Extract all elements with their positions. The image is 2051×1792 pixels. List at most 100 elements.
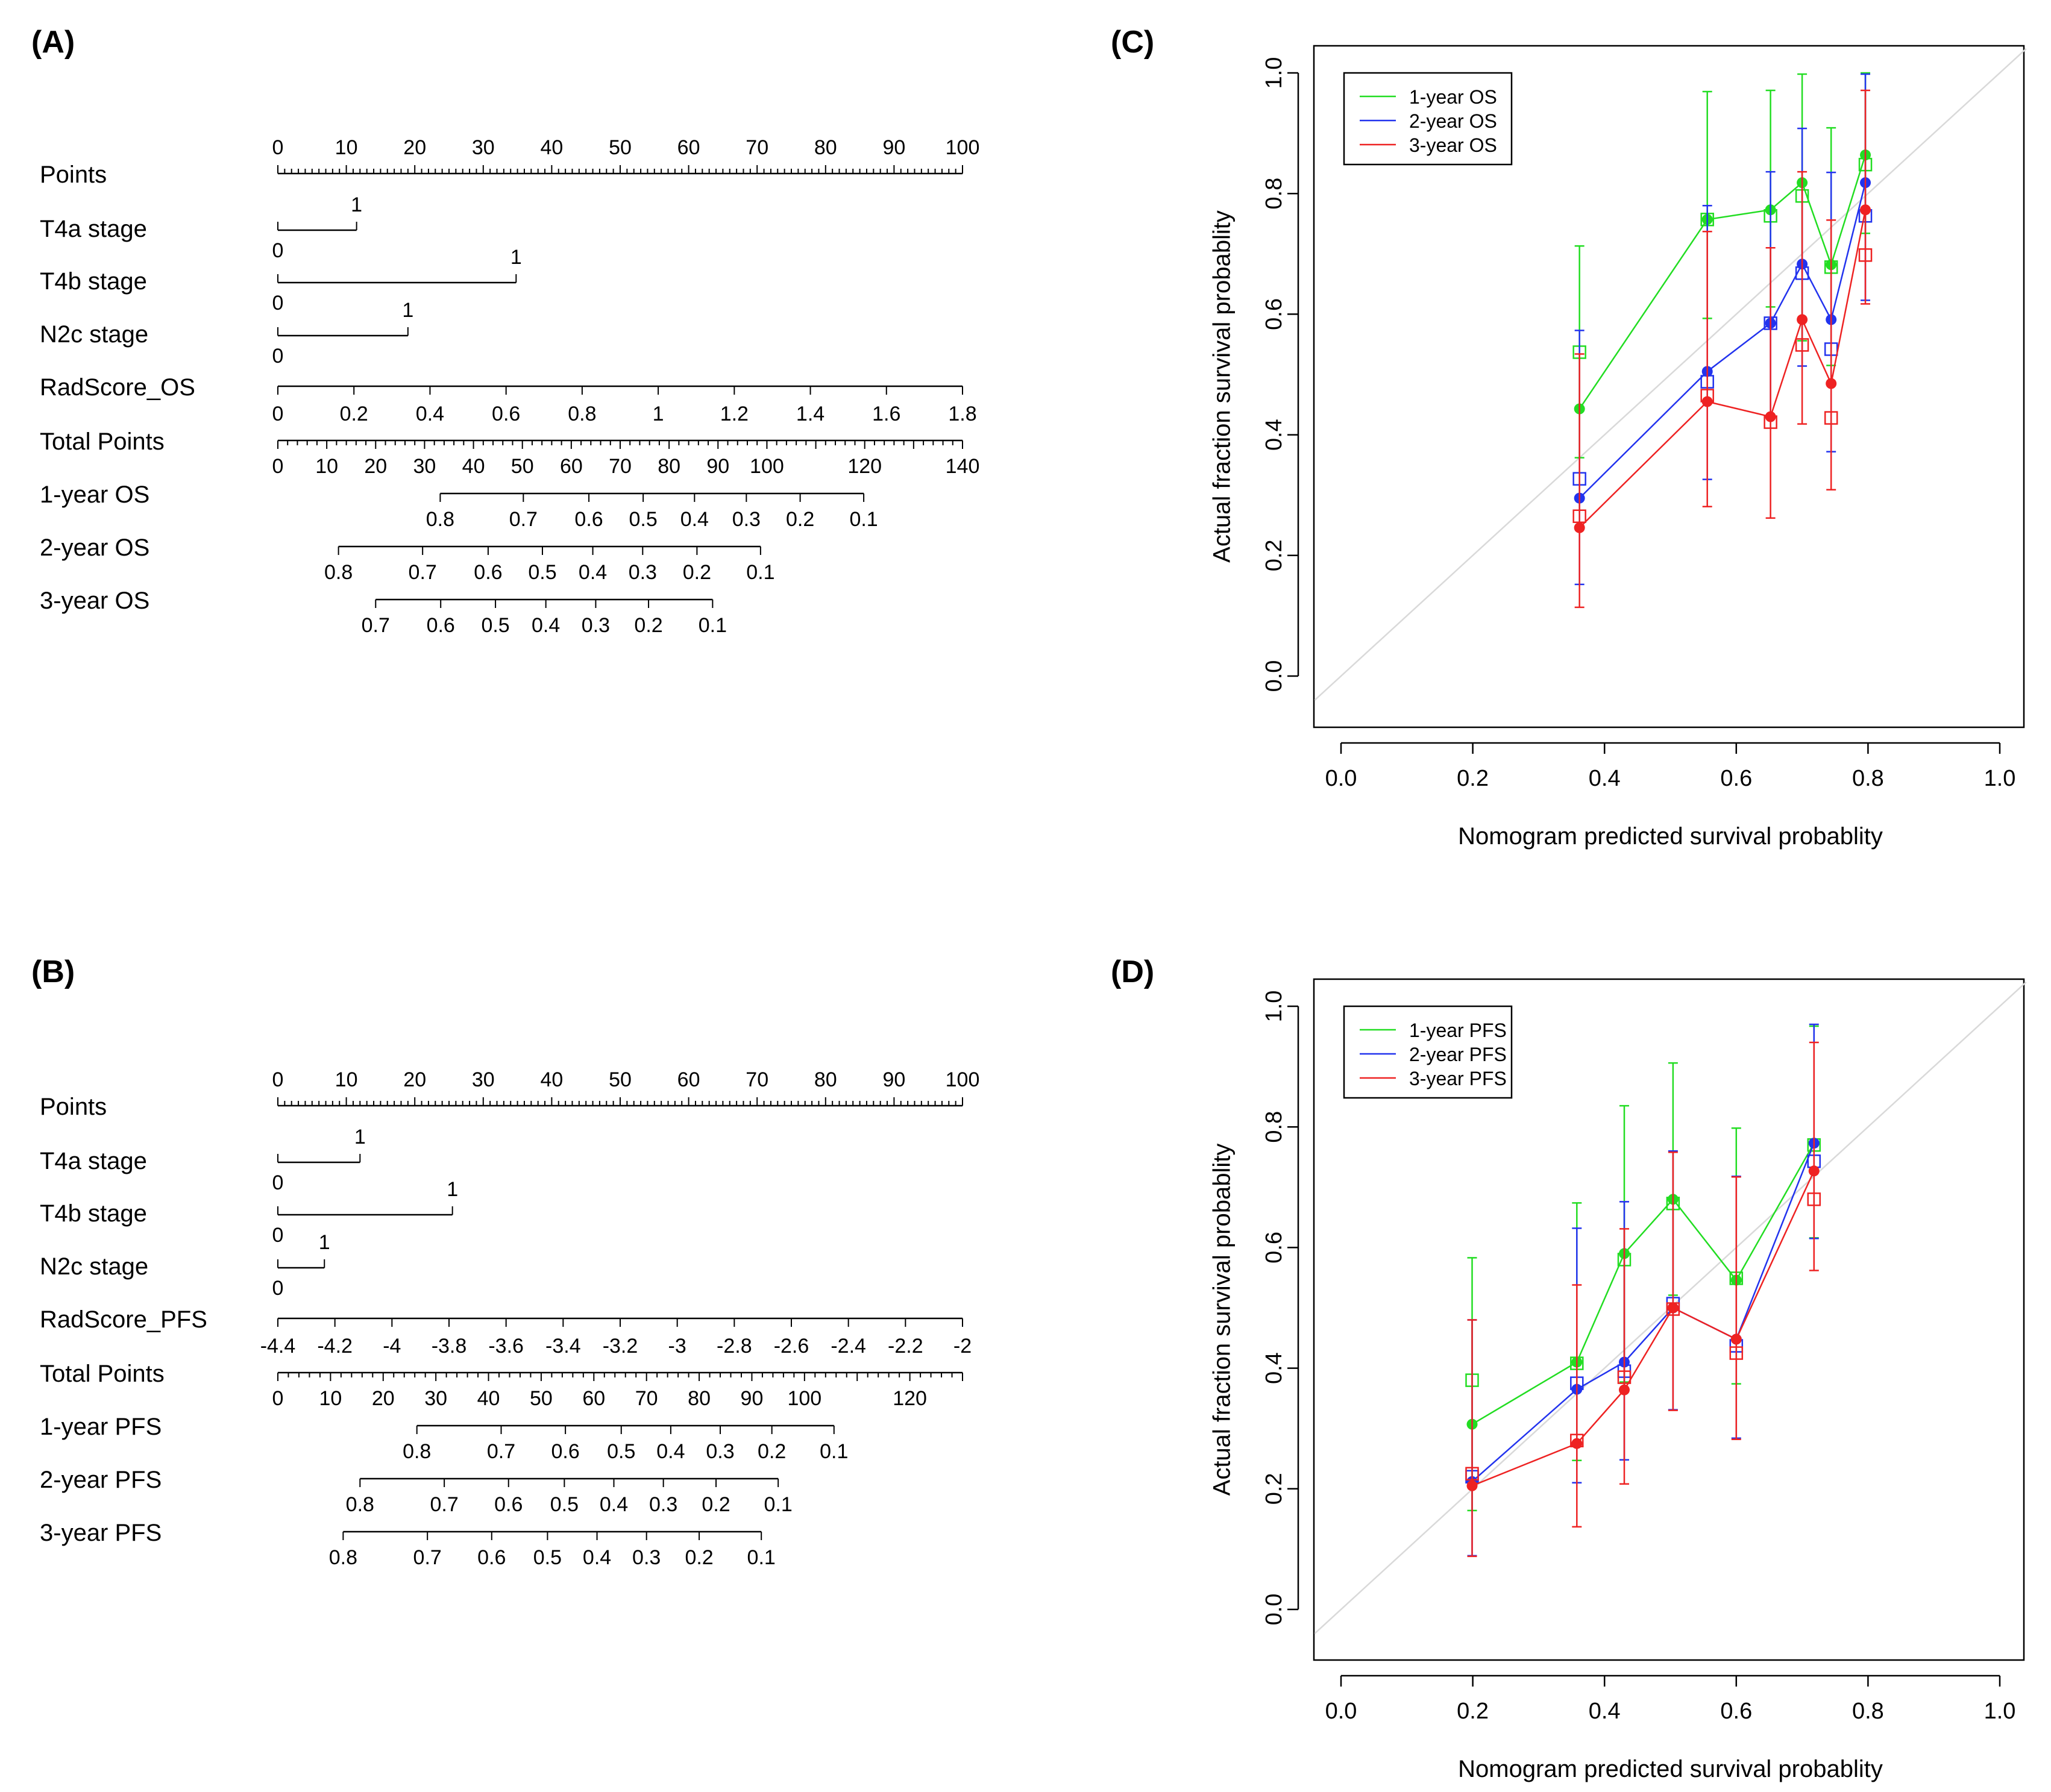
survival-tick-label: 0.4 (583, 1546, 611, 1569)
total-tick-label: 80 (658, 455, 680, 478)
points-tick-label: 10 (335, 136, 358, 159)
survival-tick-label: 0.7 (509, 508, 538, 531)
binary-zero-label: 0 (272, 1277, 284, 1300)
radscore-tick-label: -2.4 (831, 1335, 866, 1358)
survival-tick-label: 0.5 (528, 561, 556, 584)
total-tick-label: 20 (372, 1387, 395, 1410)
survival-tick-label: 0.6 (494, 1493, 523, 1516)
row-label: N2c stage (40, 321, 148, 348)
survival-tick-label: 0.1 (764, 1493, 793, 1516)
radscore-tick-label: -3.2 (603, 1335, 638, 1358)
survival-tick-label: 0.5 (533, 1546, 562, 1569)
total-tick-label: 100 (787, 1387, 821, 1410)
survival-tick-label: 0.7 (430, 1493, 459, 1516)
total-tick-label: 80 (688, 1387, 711, 1410)
total-tick-label: 50 (530, 1387, 553, 1410)
series-3-predicted-point (1860, 204, 1871, 216)
total-tick-label: 40 (462, 455, 485, 478)
y-tick-label: 0.2 (1261, 1473, 1287, 1505)
survival-tick-label: 0.8 (426, 508, 454, 531)
series-3-observed-point (1858, 248, 1873, 262)
survival-tick-label: 0.2 (786, 508, 814, 531)
survival-tick-label: 0.6 (574, 508, 603, 531)
y-tick-label: 0.6 (1261, 298, 1287, 330)
series-3-observed-point (1572, 509, 1586, 523)
row-label: 2-year OS (40, 534, 149, 561)
y-tick-label: 0.6 (1261, 1232, 1287, 1264)
y-axis-label: Actual fraction survival probablity (1209, 1144, 1236, 1496)
row-label: Points (40, 161, 107, 188)
radscore-tick-label: 1.6 (872, 403, 900, 425)
series-1-line (1471, 1142, 1815, 1425)
points-tick-label: 40 (540, 136, 563, 159)
total-tick-label: 10 (315, 455, 338, 478)
survival-tick-label: 0.8 (329, 1546, 357, 1569)
points-tick-label: 60 (677, 136, 700, 159)
binary-one-label: 1 (510, 246, 522, 269)
total-tick-label: 40 (477, 1387, 500, 1410)
row-label: T4b stage (40, 268, 147, 295)
survival-tick-label: 0.6 (477, 1546, 506, 1569)
total-tick-label: 100 (750, 455, 784, 478)
x-tick-label: 0.0 (1325, 1699, 1357, 1724)
survival-tick-label: 0.3 (629, 561, 657, 584)
survival-tick-label: 0.6 (427, 614, 455, 637)
x-tick-label: 0.0 (1325, 766, 1357, 791)
series-3-observed-point (1729, 1346, 1744, 1360)
y-tick-label: 0.4 (1261, 1352, 1287, 1384)
y-tick-label: 0.0 (1261, 1594, 1287, 1626)
radscore-tick-label: -4 (383, 1335, 401, 1358)
survival-tick-label: 0.8 (403, 1440, 431, 1463)
survival-tick-label: 0.4 (600, 1493, 628, 1516)
radscore-tick-label: -3 (668, 1335, 686, 1358)
y-axis-label: Actual fraction survival probablity (1209, 210, 1236, 563)
binary-zero-label: 0 (272, 345, 284, 368)
radscore-tick-label: 0.6 (492, 403, 520, 425)
y-tick-label: 0.2 (1261, 539, 1287, 571)
y-tick-label: 0.0 (1261, 660, 1287, 692)
series-3-predicted-point (1826, 378, 1837, 389)
x-tick-label: 0.2 (1457, 1699, 1489, 1724)
series-3-observed-point (1795, 338, 1809, 352)
points-tick-label: 90 (882, 1068, 905, 1091)
row-label: 2-year PFS (40, 1467, 162, 1493)
survival-tick-label: 0.4 (579, 561, 607, 584)
points-tick-label: 0 (272, 136, 284, 159)
radscore-tick-label: -4.2 (317, 1335, 353, 1358)
binary-one-label: 1 (447, 1178, 458, 1201)
x-tick-label: 0.4 (1589, 1699, 1621, 1724)
points-tick-label: 50 (609, 1068, 632, 1091)
panel-label-d: (D) (1111, 954, 1154, 989)
legend-entry: 3-year PFS (1409, 1068, 1507, 1089)
legend-entry: 1-year PFS (1409, 1020, 1507, 1041)
panel-label-a: (A) (31, 25, 75, 60)
points-tick-label: 90 (882, 136, 905, 159)
series-3-observed-point (1617, 1370, 1632, 1384)
series-3-predicted-point (1701, 396, 1713, 407)
calibration-panel-c: (C) 0.0 0.2 0.4 0.6 0.8 1.0 Nomogram predicted… (1111, 25, 2027, 850)
survival-tick-label: 0.2 (702, 1493, 730, 1516)
radscore-tick-label: 1.8 (948, 403, 976, 425)
survival-tick-label: 0.2 (758, 1440, 786, 1463)
radscore-tick-label: 1.2 (720, 403, 749, 425)
radscore-tick-label: 0.2 (340, 403, 368, 425)
survival-tick-label: 0.5 (481, 614, 509, 637)
radscore-tick-label: 0.4 (416, 403, 444, 425)
radscore-tick-label: -2 (953, 1335, 972, 1358)
points-tick-label: 80 (814, 136, 837, 159)
series-3-predicted-point (1808, 1165, 1820, 1177)
x-tick-label: 0.4 (1589, 766, 1621, 791)
x-tick-label: 1.0 (1984, 1699, 2016, 1724)
points-tick-label: 60 (677, 1068, 700, 1091)
binary-one-label: 1 (354, 1126, 366, 1148)
row-label: T4b stage (40, 1200, 147, 1227)
reference-diagonal (1314, 48, 2027, 701)
survival-tick-label: 0.2 (683, 561, 711, 584)
binary-zero-label: 0 (272, 239, 284, 262)
y-tick-label: 0.8 (1261, 1111, 1287, 1143)
series-3-predicted-point (1765, 411, 1776, 422)
row-label: Total Points (40, 1361, 165, 1387)
radscore-tick-label: -3.4 (545, 1335, 581, 1358)
survival-tick-label: 0.1 (849, 508, 878, 531)
series-3-line (1578, 209, 1867, 528)
